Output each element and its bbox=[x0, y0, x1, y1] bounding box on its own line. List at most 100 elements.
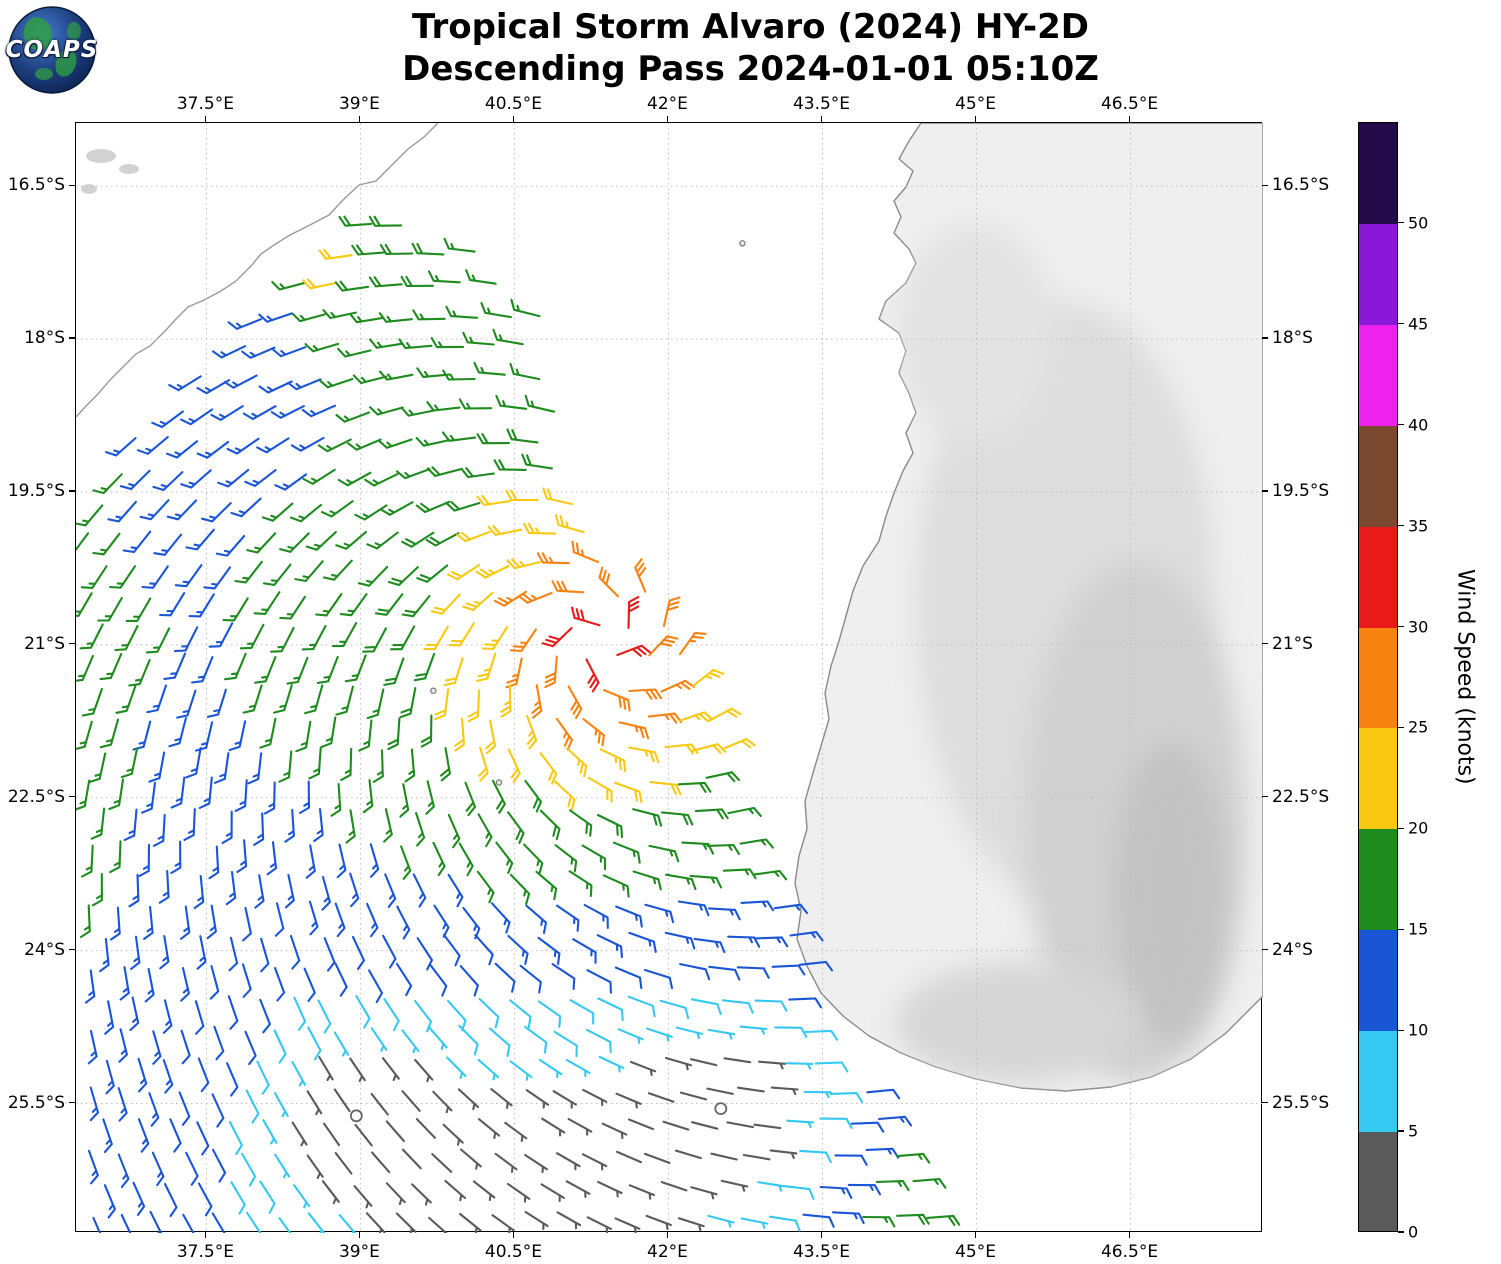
axis-tickmark bbox=[1398, 827, 1404, 829]
y-tick-label-right: 24°S bbox=[1272, 939, 1313, 960]
colorbar-tick-label: 50 bbox=[1408, 213, 1429, 233]
colorbar-tick-label: 10 bbox=[1408, 1020, 1429, 1040]
x-tick-label-top: 45°E bbox=[955, 94, 996, 114]
x-tick-label-top: 43.5°E bbox=[792, 94, 851, 114]
colorbar-segments bbox=[1359, 123, 1397, 1231]
y-tick-label-right: 16.5°S bbox=[1272, 175, 1330, 196]
axis-tickmark bbox=[1262, 490, 1268, 492]
y-tick-label-right: 21°S bbox=[1272, 633, 1313, 654]
axis-tickmark bbox=[69, 1101, 75, 1104]
axis-tickmark bbox=[1128, 116, 1131, 122]
colorbar-label: Wind Speed (knots) bbox=[1452, 569, 1478, 785]
colorbar-segment-50-55 bbox=[1359, 123, 1397, 224]
axis-tickmark bbox=[666, 116, 669, 122]
axis-tickmark bbox=[358, 116, 361, 122]
calm-wind-marker bbox=[349, 1109, 363, 1123]
coast-patch bbox=[119, 164, 139, 174]
colorbar-segment-5-10 bbox=[1359, 1031, 1397, 1133]
axis-tickmark bbox=[1398, 726, 1404, 729]
map-plot bbox=[75, 122, 1263, 1233]
x-tick-label-bottom: 37.5°E bbox=[176, 1242, 234, 1262]
colorbar-tick-label: 30 bbox=[1408, 617, 1429, 637]
colorbar-tick-label: 5 bbox=[1408, 1121, 1419, 1141]
colorbar bbox=[1358, 122, 1398, 1232]
coaps-globe-icon bbox=[8, 6, 96, 94]
axis-tickmark bbox=[69, 337, 75, 339]
x-tick-label-bottom: 42°E bbox=[647, 1242, 688, 1262]
axis-tickmark bbox=[69, 490, 75, 492]
axis-tickmark bbox=[974, 116, 977, 122]
axis-tickmark bbox=[1262, 337, 1268, 339]
axis-tickmark bbox=[204, 1232, 206, 1238]
axis-tickmark bbox=[1262, 949, 1268, 951]
axis-tickmark bbox=[1398, 222, 1404, 224]
land-madagascar bbox=[794, 123, 1263, 1092]
axis-tickmark bbox=[69, 949, 75, 951]
axis-tickmark bbox=[69, 184, 75, 186]
x-tick-label-top: 39°E bbox=[338, 94, 380, 114]
y-tick-label-right: 18°S bbox=[1272, 328, 1313, 349]
x-tick-label-top: 37.5°E bbox=[176, 94, 234, 114]
x-tick-label-bottom: 45°E bbox=[955, 1242, 996, 1262]
coaps-logo: COAPS bbox=[5, 6, 99, 94]
colorbar-tick-label: 25 bbox=[1408, 717, 1429, 737]
x-tick-label-bottom: 43.5°E bbox=[792, 1242, 851, 1262]
y-tick-label-left: 24°S bbox=[24, 939, 65, 960]
axis-tickmark bbox=[1398, 625, 1404, 628]
colorbar-tick-label: 15 bbox=[1408, 919, 1429, 939]
axis-tickmark bbox=[1398, 323, 1404, 325]
axis-tickmark bbox=[69, 643, 75, 645]
axis-tickmark bbox=[1262, 1101, 1268, 1104]
y-tick-label-left: 16.5°S bbox=[7, 175, 65, 196]
colorbar-segment-25-30 bbox=[1359, 627, 1397, 729]
island-europa bbox=[495, 779, 503, 786]
x-tick-label-top: 40.5°E bbox=[484, 94, 542, 114]
axis-tickmark bbox=[204, 116, 206, 122]
axis-tickmark bbox=[512, 1232, 515, 1238]
coaps-logo-text: COAPS bbox=[5, 37, 99, 63]
calm-wind-marker bbox=[714, 1102, 728, 1115]
axis-tickmark bbox=[1398, 1029, 1404, 1031]
y-tick-label-left: 25.5°S bbox=[7, 1092, 65, 1113]
axis-tickmark bbox=[1398, 1130, 1404, 1132]
colorbar-segment-10-15 bbox=[1359, 930, 1397, 1032]
africa-coastline bbox=[76, 123, 439, 418]
x-tick-label-bottom: 40.5°E bbox=[484, 1242, 542, 1262]
axis-tickmark bbox=[1398, 928, 1404, 930]
axis-tickmark bbox=[820, 1232, 823, 1238]
colorbar-segment-0-5 bbox=[1359, 1132, 1397, 1231]
terrain-shading bbox=[896, 223, 1246, 1083]
coast-patch bbox=[81, 184, 97, 194]
axis-tickmark bbox=[1262, 184, 1268, 186]
axis-tickmark bbox=[1262, 643, 1268, 645]
y-tick-label-left: 19.5°S bbox=[7, 480, 65, 501]
coast-patch bbox=[86, 149, 116, 163]
title-line2: Descending Pass 2024-01-01 05:10Z bbox=[402, 49, 1099, 89]
colorbar-tick-label: 0 bbox=[1408, 1222, 1419, 1242]
map-svg bbox=[76, 123, 1263, 1233]
y-tick-label-left: 22.5°S bbox=[7, 786, 65, 807]
x-tick-label-top: 42°E bbox=[647, 94, 688, 114]
axis-tickmark bbox=[1128, 1232, 1131, 1238]
x-tick-label-bottom: 39°E bbox=[338, 1242, 380, 1262]
colorbar-tick-label: 45 bbox=[1408, 314, 1429, 334]
axis-tickmark bbox=[820, 116, 823, 122]
x-tick-label-top: 46.5°E bbox=[1100, 94, 1159, 114]
axis-tickmark bbox=[69, 796, 75, 798]
axis-tickmark bbox=[512, 116, 515, 122]
colorbar-segment-40-45 bbox=[1359, 324, 1397, 426]
colorbar-segment-45-50 bbox=[1359, 223, 1397, 325]
colorbar-segment-20-25 bbox=[1359, 728, 1397, 830]
x-tick-label-bottom: 46.5°E bbox=[1100, 1242, 1159, 1262]
axis-tickmark bbox=[1398, 424, 1404, 426]
axis-tickmark bbox=[1398, 1231, 1404, 1233]
y-tick-label-right: 25.5°S bbox=[1272, 1092, 1330, 1113]
wind-barbs bbox=[76, 215, 961, 1233]
y-tick-label-left: 21°S bbox=[24, 633, 65, 654]
colorbar-segment-30-35 bbox=[1359, 526, 1397, 628]
colorbar-tick-label: 40 bbox=[1408, 415, 1429, 435]
colorbar-tick-label: 20 bbox=[1408, 818, 1429, 838]
axis-tickmark bbox=[974, 1232, 977, 1238]
island-bassas-da-india bbox=[430, 687, 437, 694]
y-tick-label-left: 18°S bbox=[24, 328, 65, 349]
